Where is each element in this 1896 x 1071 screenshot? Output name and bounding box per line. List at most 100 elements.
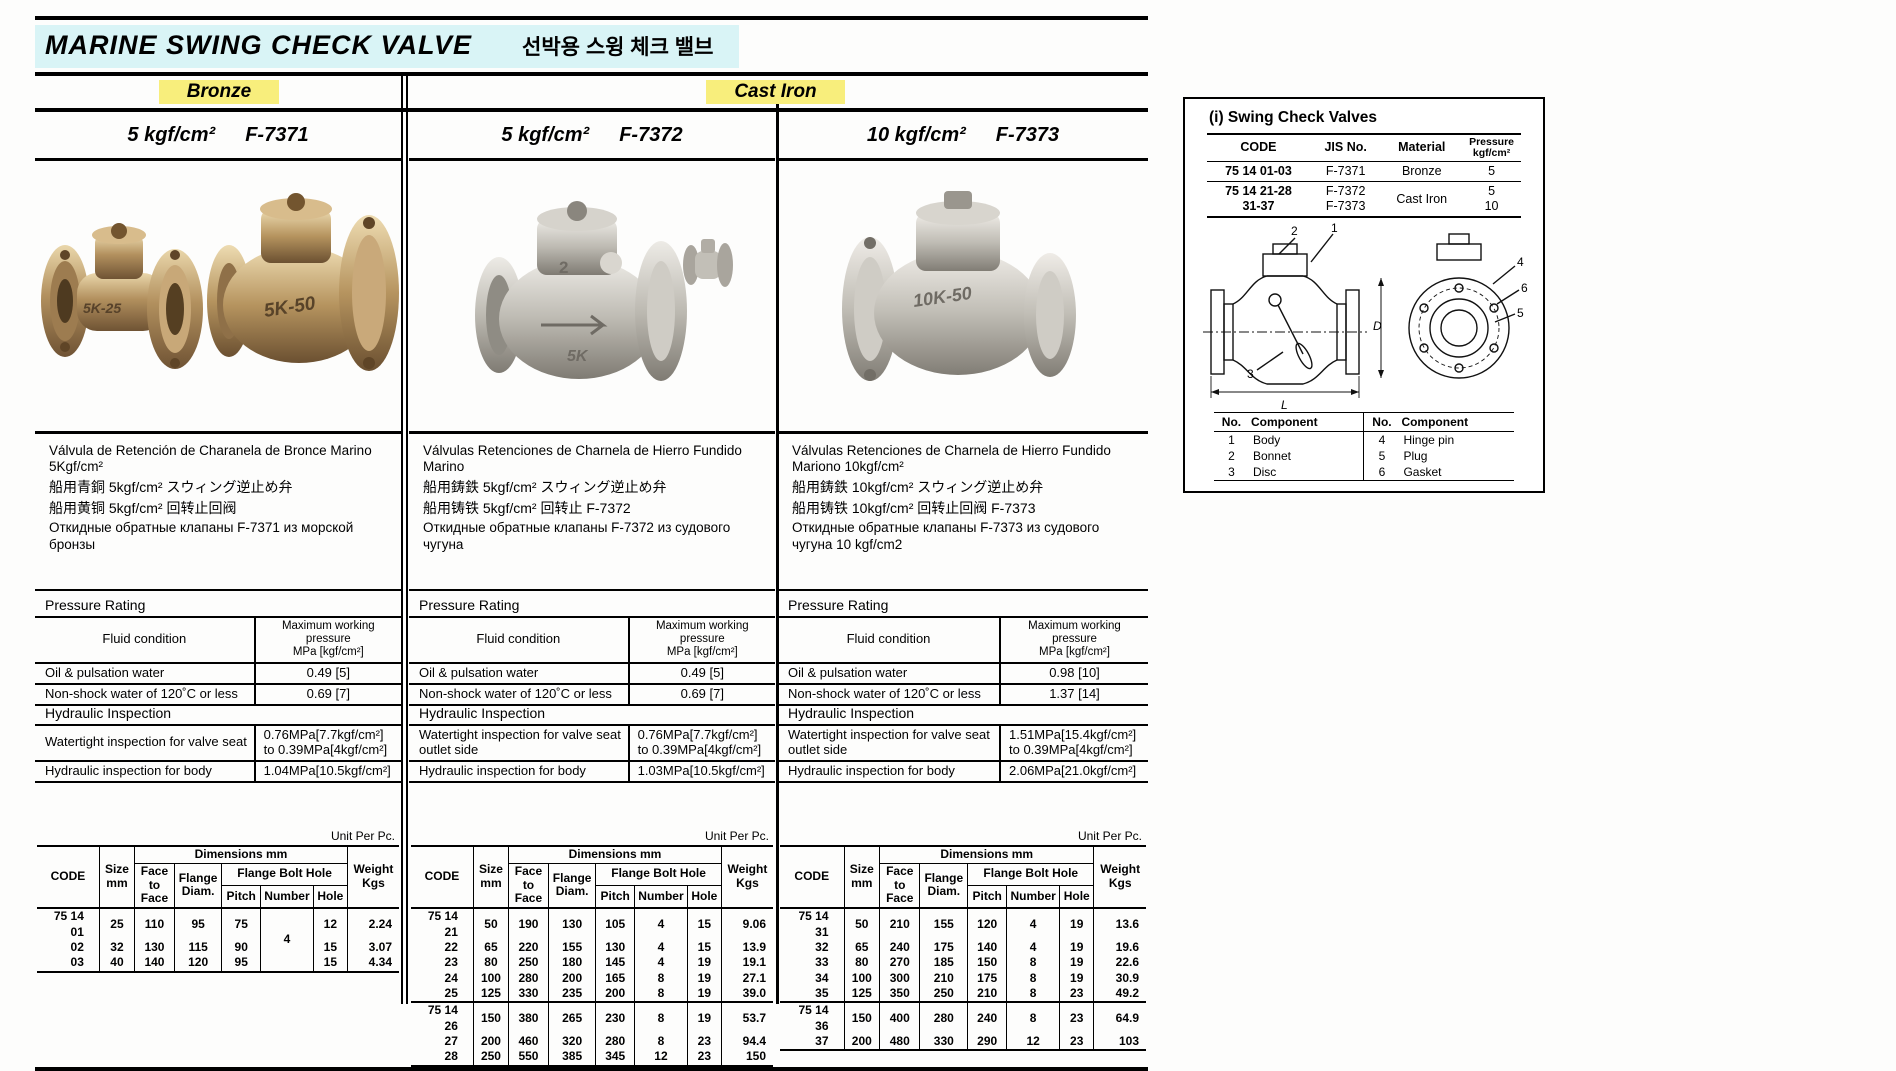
ref-header-jis: JIS No. bbox=[1309, 133, 1382, 163]
dim-cell: 200 bbox=[843, 1034, 881, 1051]
dim-cell: 4 bbox=[1006, 908, 1061, 940]
pressure-value: 0.69 [7] bbox=[253, 682, 401, 706]
dim-cell: 300 bbox=[879, 970, 921, 986]
component-name: Hinge pin bbox=[1403, 433, 1455, 448]
component-no: 4 bbox=[1363, 431, 1400, 449]
pressure-rating-table: Fluid condition Maximum working pressure… bbox=[409, 616, 775, 706]
ref-header-code: CODE bbox=[1207, 133, 1310, 163]
valve-diagram: 2 1 3 4 6 5 D L bbox=[1203, 222, 1528, 412]
col-header-weight: Weight Kgs bbox=[346, 845, 399, 910]
inspection-value: 0.76MPa[7.7kgf/cm²] to 0.39MPa[4kgf/cm²] bbox=[253, 724, 401, 762]
dim-cell: 94.4 bbox=[720, 1034, 773, 1050]
dim-cell: 130 bbox=[547, 908, 597, 940]
fluid-condition: Oil & pulsation water bbox=[778, 661, 1000, 685]
col-header-hole: Hole bbox=[1059, 884, 1094, 910]
dim-cell: 8 bbox=[634, 1034, 688, 1050]
dim-cell: 480 bbox=[879, 1034, 921, 1051]
unit-per-pc-label: Unit Per Pc. bbox=[704, 829, 769, 843]
dim-cell: 75 14 26 bbox=[411, 1001, 474, 1035]
dim-cell: 3.07 bbox=[346, 939, 399, 956]
dim-cell: 22 bbox=[411, 939, 474, 956]
section-title: Pressure Rating bbox=[419, 597, 520, 613]
dim-cell: 185 bbox=[919, 955, 969, 971]
rule bbox=[35, 72, 1148, 76]
divider bbox=[778, 431, 1148, 434]
dim-cell: 400 bbox=[879, 1001, 921, 1035]
description-spanish: Válvulas Retenciones de Charnela de Hier… bbox=[423, 442, 742, 475]
col-header-number: Number bbox=[1006, 884, 1061, 910]
unit-per-pc-label: Unit Per Pc. bbox=[330, 829, 395, 843]
dim-cell: 35 bbox=[780, 985, 845, 1003]
dim-cell: 95 bbox=[221, 955, 262, 972]
dim-cell: 19 bbox=[1059, 955, 1095, 971]
dim-cell: 19 bbox=[1059, 970, 1095, 986]
col-header-flange-bolt-hole: Flange Bolt Hole bbox=[221, 862, 348, 886]
dim-table-head: CODE Size mm Dimensions mm Weight Kgs Fa… bbox=[411, 845, 773, 910]
col-header-size: Size mm bbox=[843, 845, 881, 910]
dim-table-body: 75 14 21 50 190 130 105 4 15 9.06 22 65 220 155 130 4… bbox=[411, 908, 773, 1066]
product-columns: 5 kgf/cm² F-7371 bbox=[35, 112, 1148, 1067]
dim-cell: 280 bbox=[919, 1001, 969, 1035]
dim-cell: 37 bbox=[780, 1034, 845, 1051]
description-spanish: Válvula de Retención de Charanela de Bro… bbox=[49, 442, 372, 475]
rule-bottom bbox=[35, 1066, 1148, 1071]
col-header-flange-diam: Flange Diam. bbox=[919, 862, 969, 910]
dim-cell: 175 bbox=[919, 939, 969, 956]
dim-cell: 155 bbox=[547, 939, 597, 956]
fluid-condition: Oil & pulsation water bbox=[35, 661, 255, 685]
section-title: Pressure Rating bbox=[788, 597, 889, 613]
dim-cell: 4 bbox=[634, 939, 688, 956]
dim-cell: 34 bbox=[780, 970, 845, 986]
col-header-face-to-face: Face to Face bbox=[134, 862, 175, 910]
description-chinese: 船用黄铜 5kgf/cm² 回转止回阀 bbox=[49, 499, 237, 516]
ref-material: Bronze bbox=[1381, 161, 1463, 183]
model-header: 5 kgf/cm² F-7372 bbox=[409, 112, 775, 161]
dim-cell: 15 bbox=[686, 908, 722, 940]
divider bbox=[409, 431, 775, 434]
dim-cell: 460 bbox=[508, 1034, 549, 1050]
dim-cell: 75 14 21 bbox=[411, 908, 474, 940]
dim-row: 25 125 330 235 200 8 19 39.0 bbox=[411, 985, 773, 1003]
dim-cell: 80 bbox=[472, 955, 510, 971]
col-header-flange-bolt-hole: Flange Bolt Hole bbox=[967, 862, 1094, 886]
dim-cell: 8 bbox=[634, 970, 688, 986]
dim-cell: 4 bbox=[260, 908, 314, 972]
dim-cell: 8 bbox=[1006, 1001, 1061, 1035]
col-header-code: CODE bbox=[37, 845, 100, 910]
dim-cell: 210 bbox=[919, 970, 969, 986]
model-header: 5 kgf/cm² F-7371 bbox=[35, 112, 401, 161]
col-header-code: CODE bbox=[780, 845, 845, 910]
inspection-value: 1.04MPa[10.5kgf/cm²] bbox=[253, 759, 401, 783]
dim-cell: 550 bbox=[508, 1049, 549, 1066]
dim-cell: 13.6 bbox=[1093, 908, 1146, 940]
inspection-label: Watertight inspection for valve seat out… bbox=[409, 724, 629, 762]
component-name: Bonnet bbox=[1252, 449, 1291, 464]
material-cell-bronze: Bronze bbox=[35, 80, 403, 104]
diagram-callout-5: 5 bbox=[1517, 306, 1524, 320]
inspection-label: Watertight inspection for valve seat bbox=[35, 724, 255, 762]
inspection-value: 1.51MPa[15.4kgf/cm²] to 0.39MPa[4kgf/cm²… bbox=[999, 724, 1148, 762]
dim-cell: 230 bbox=[595, 1001, 636, 1035]
diagram-callout-2: 2 bbox=[1291, 224, 1298, 238]
description-block: Válvula de Retención de Charanela de Bro… bbox=[35, 434, 401, 589]
diagram-dim-d: D bbox=[1373, 319, 1382, 333]
dim-cell: 140 bbox=[967, 939, 1008, 956]
reference-panel: (i) Swing Check Valves CODE JIS No. Mate… bbox=[1183, 97, 1545, 493]
dim-cell: 4 bbox=[634, 955, 688, 971]
iron-valve-photo: 2 5K bbox=[475, 201, 687, 381]
product-column-f7371: 5 kgf/cm² F-7371 bbox=[35, 112, 401, 1067]
dim-cell: 15 bbox=[312, 955, 348, 972]
dim-row: 03 40 140 120 95 15 4.34 bbox=[37, 955, 399, 972]
dim-cell: 50 bbox=[843, 908, 881, 940]
dim-cell: 23 bbox=[411, 955, 474, 971]
ref-pressure: 5 bbox=[1462, 161, 1521, 183]
title-highlight: MARINE SWING CHECK VALVE 선박용 스윙 체크 밸브 bbox=[35, 24, 740, 68]
model-number: F-7372 bbox=[619, 123, 683, 146]
dim-cell: 330 bbox=[919, 1034, 969, 1051]
dim-row: 75 14 36 150 400 280 240 8 23 64.9 bbox=[780, 1001, 1146, 1035]
dim-cell: 8 bbox=[1006, 985, 1061, 1003]
dim-row: 75 14 31 50 210 155 120 4 19 13.6 bbox=[780, 908, 1146, 940]
description-russian: Откидные обратные клапаны F-7372 из судо… bbox=[423, 520, 731, 553]
dim-cell: 145 bbox=[595, 955, 636, 971]
inspection-label: Hydraulic inspection for body bbox=[778, 759, 1000, 783]
